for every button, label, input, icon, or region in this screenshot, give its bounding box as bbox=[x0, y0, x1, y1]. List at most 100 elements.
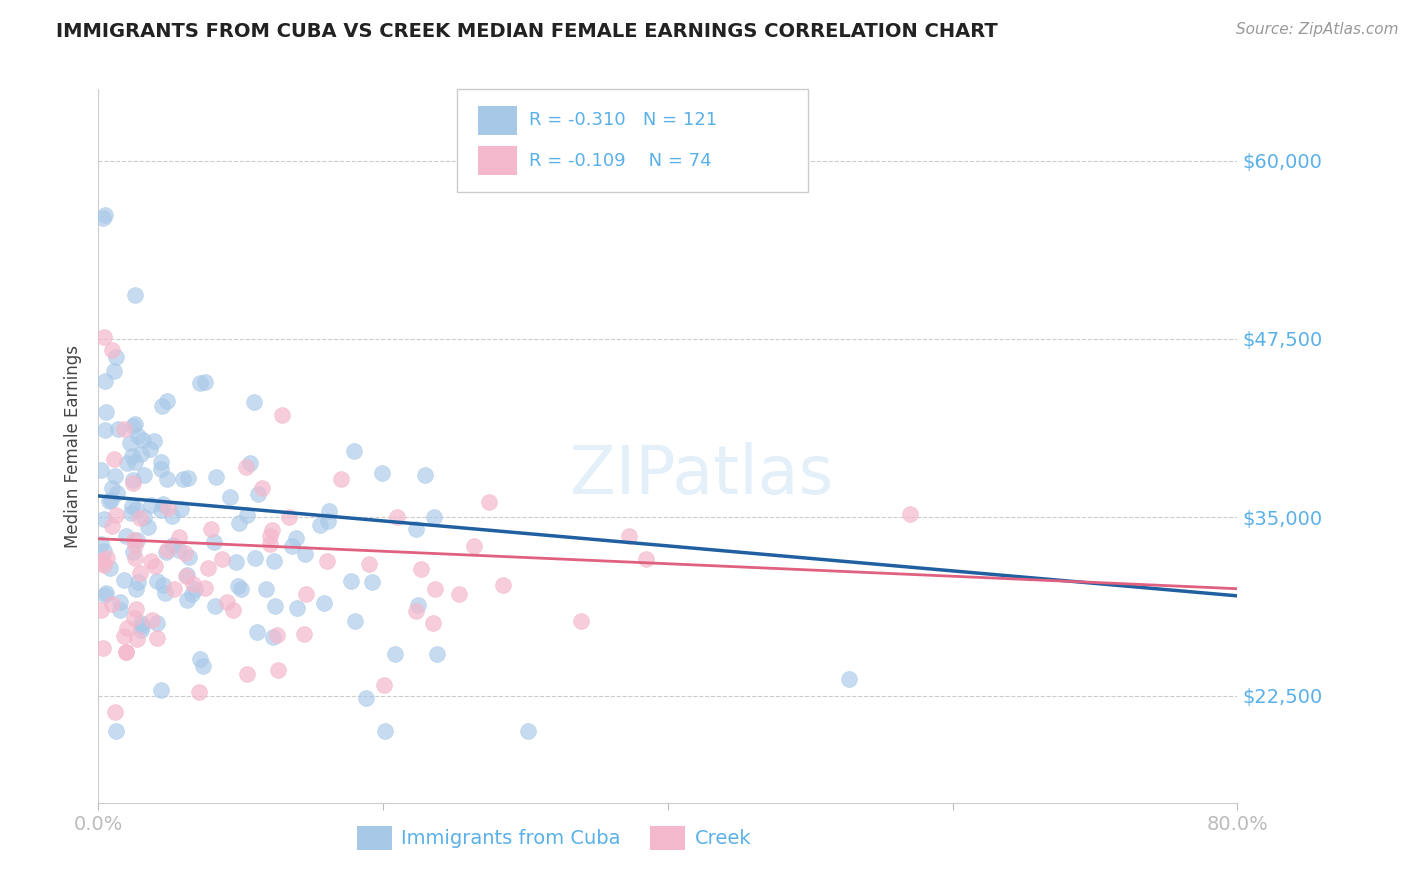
Point bbox=[316, 515, 339, 529]
Point bbox=[408, 598, 430, 612]
Point bbox=[280, 540, 302, 554]
Point bbox=[176, 568, 198, 582]
Point bbox=[218, 490, 240, 504]
Point bbox=[150, 399, 173, 413]
Text: ZIPatlas: ZIPatlas bbox=[571, 442, 834, 508]
Point bbox=[114, 529, 136, 543]
Point bbox=[264, 599, 287, 614]
Point bbox=[122, 476, 145, 491]
Point bbox=[243, 551, 266, 566]
Point bbox=[374, 724, 396, 739]
Point bbox=[235, 460, 257, 475]
Point bbox=[94, 405, 117, 419]
Point bbox=[181, 587, 204, 601]
Point bbox=[188, 685, 211, 699]
Point bbox=[838, 672, 860, 686]
Point bbox=[422, 509, 444, 524]
Point bbox=[343, 614, 366, 628]
Point bbox=[94, 588, 117, 602]
Point bbox=[124, 538, 146, 552]
Point bbox=[129, 623, 152, 637]
Point bbox=[205, 470, 228, 484]
Point bbox=[129, 566, 152, 581]
Point bbox=[259, 528, 281, 542]
Point bbox=[197, 561, 219, 575]
Point bbox=[101, 518, 124, 533]
Point bbox=[136, 520, 159, 534]
Point bbox=[373, 677, 395, 691]
Point bbox=[239, 457, 262, 471]
Point bbox=[174, 546, 197, 560]
Point bbox=[127, 533, 149, 547]
Point bbox=[120, 506, 142, 520]
Point bbox=[124, 602, 146, 616]
Point bbox=[236, 667, 259, 681]
Point bbox=[93, 558, 115, 572]
Point bbox=[170, 502, 193, 516]
Point bbox=[246, 625, 269, 640]
Point bbox=[124, 417, 146, 432]
Point bbox=[134, 509, 156, 524]
Point bbox=[93, 512, 115, 526]
Point bbox=[617, 529, 640, 543]
Point bbox=[150, 462, 173, 476]
Point bbox=[267, 663, 290, 677]
Point bbox=[405, 604, 427, 618]
Legend: Immigrants from Cuba, Creek: Immigrants from Cuba, Creek bbox=[349, 818, 759, 857]
Point bbox=[284, 531, 307, 545]
Point bbox=[107, 422, 129, 436]
Point bbox=[176, 593, 198, 607]
Point bbox=[339, 574, 361, 588]
Point bbox=[426, 647, 449, 661]
Point bbox=[152, 497, 174, 511]
Text: R = -0.310   N = 121: R = -0.310 N = 121 bbox=[529, 112, 717, 129]
Point bbox=[228, 516, 250, 530]
Point bbox=[94, 208, 117, 222]
Point bbox=[243, 395, 266, 409]
Point bbox=[176, 568, 198, 582]
Point bbox=[100, 561, 122, 575]
Point bbox=[131, 618, 153, 632]
Point bbox=[132, 467, 155, 482]
Point bbox=[90, 537, 112, 551]
Point bbox=[146, 631, 169, 645]
Point bbox=[93, 423, 115, 437]
Point bbox=[91, 211, 114, 225]
Point bbox=[478, 495, 501, 509]
Point bbox=[115, 457, 138, 471]
Point bbox=[139, 554, 162, 568]
Y-axis label: Median Female Earnings: Median Female Earnings bbox=[65, 344, 83, 548]
Point bbox=[142, 434, 165, 448]
Point bbox=[330, 472, 353, 486]
Point bbox=[101, 343, 124, 357]
Point bbox=[129, 510, 152, 524]
Point bbox=[157, 500, 180, 515]
Point bbox=[105, 724, 128, 739]
Point bbox=[177, 471, 200, 485]
Point bbox=[143, 558, 166, 573]
Point bbox=[200, 522, 222, 536]
Point bbox=[357, 557, 380, 571]
Point bbox=[263, 554, 285, 568]
Point bbox=[259, 537, 281, 551]
Point bbox=[226, 579, 249, 593]
Point bbox=[254, 582, 277, 597]
Point bbox=[160, 509, 183, 524]
Point bbox=[517, 724, 540, 739]
Point bbox=[287, 600, 309, 615]
Point bbox=[191, 658, 214, 673]
Point bbox=[266, 628, 288, 642]
Point bbox=[103, 452, 125, 467]
Point bbox=[124, 551, 146, 566]
Point bbox=[156, 473, 179, 487]
Point bbox=[425, 582, 447, 597]
Point bbox=[569, 614, 592, 628]
Point bbox=[129, 615, 152, 630]
Point bbox=[122, 611, 145, 625]
Point bbox=[204, 599, 226, 613]
Point bbox=[104, 468, 127, 483]
Point bbox=[104, 705, 127, 719]
Point bbox=[155, 545, 177, 559]
Point bbox=[162, 538, 184, 552]
Point bbox=[447, 587, 470, 601]
